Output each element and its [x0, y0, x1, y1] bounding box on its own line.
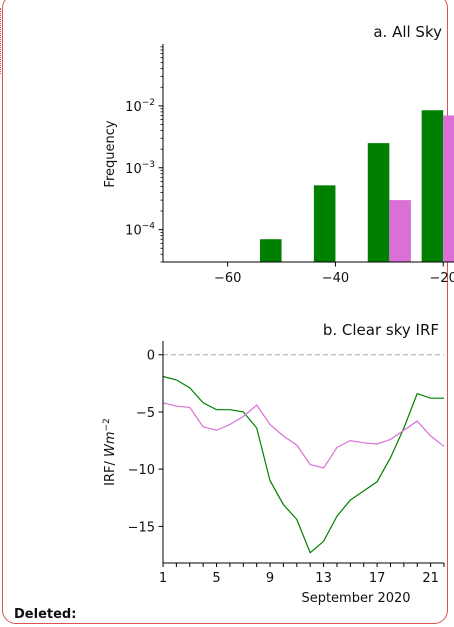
panel-a-bar-s0-1 [313, 185, 336, 262]
panel-b-y-axis-label: IRF/ Wm−2 [102, 418, 118, 486]
panel-a-all-sky: a. All Sky Frequency 10−2 10−3 10−4 −60 −40 −… [103, 23, 454, 286]
panel-b-x-axis-label: September 2020 [301, 591, 410, 606]
panel-b-y-tick-label: −15 [128, 520, 155, 535]
panel-b-y-label-unit: Wm [103, 431, 118, 457]
panel-a-title: a. All Sky [373, 23, 442, 41]
panel-b-x-tick-label: 1 [159, 571, 167, 586]
panel-a-x-tick-label: −60 [214, 271, 241, 286]
panel-b-x-tick-label: 13 [315, 571, 332, 586]
panel-b-clear-sky-irf: b. Clear sky IRF IRF/ Wm−2 0 −5 −10 −15 1 5 9 1… [102, 321, 445, 606]
panel-a-x-tick-label: −40 [322, 271, 349, 286]
panel-b-x-tick-label: 9 [266, 571, 274, 586]
panel-a-bar-s0-3 [421, 110, 444, 262]
panel-b-series-line-1 [162, 402, 445, 469]
panel-b-title: b. Clear sky IRF [323, 321, 439, 339]
panel-b-ticks: 0 −5 −10 −15 1 5 9 13 17 21 [128, 349, 445, 586]
panel-b-series-line-0 [162, 375, 444, 554]
panel-b-x-tick-label: 21 [422, 571, 439, 586]
panel-a-y-tick-label: 10−4 [125, 222, 155, 239]
content-frame [2, 0, 448, 624]
panel-b-y-tick-label: −5 [136, 406, 155, 421]
deleted-label: Deleted: [14, 607, 77, 622]
panel-a-bar-s1-0 [389, 200, 411, 262]
panel-a-y-tick-label: 10−2 [125, 98, 155, 115]
panel-b-y-tick-label: −10 [128, 463, 155, 478]
panel-a-bar-s0-0 [260, 239, 282, 262]
change-marker-line [0, 8, 2, 74]
panel-a-y-tick-label: 10−3 [125, 160, 155, 177]
panel-a-bar-s0-2 [367, 143, 390, 262]
panel-a-x-tick-label: −20 [430, 271, 454, 286]
panel-b-y-label-prefix: IRF/ [103, 457, 118, 486]
panel-a-bars [260, 110, 454, 262]
panel-a-ticks: 10−2 10−3 10−4 −60 −40 −20 [125, 46, 454, 286]
panel-b-y-label-exp: −2 [102, 418, 112, 431]
panel-b-x-tick-label: 17 [369, 571, 386, 586]
panel-a-bar-s1-1 [443, 115, 454, 262]
panel-b-x-tick-label: 5 [212, 571, 220, 586]
panel-b-lines [162, 354, 445, 554]
panel-b-y-tick-label: 0 [147, 349, 155, 364]
panel-a-y-axis-label: Frequency [103, 120, 118, 187]
